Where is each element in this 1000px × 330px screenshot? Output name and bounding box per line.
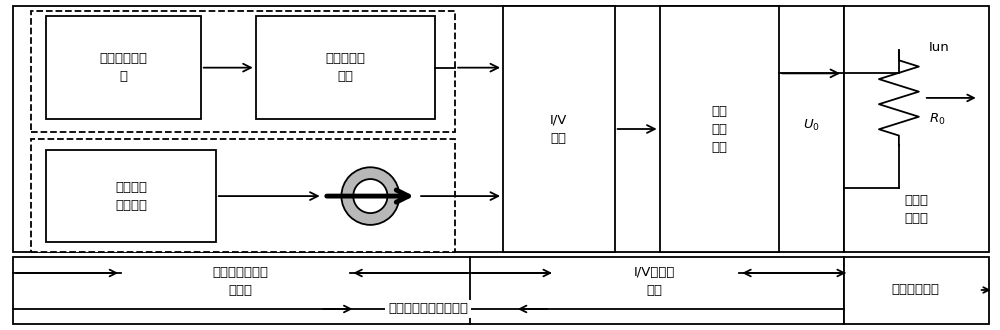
Ellipse shape xyxy=(341,167,399,225)
Text: 模拟
输出
板卡: 模拟 输出 板卡 xyxy=(711,105,727,153)
Bar xyxy=(46,16,201,119)
Text: 小电流
采集卡: 小电流 采集卡 xyxy=(904,194,928,225)
Text: 动态仿真
一次电流: 动态仿真 一次电流 xyxy=(115,181,147,212)
Text: I/V转换子
模块: I/V转换子 模块 xyxy=(634,266,675,297)
Text: 二次侧电流模拟
子模块: 二次侧电流模拟 子模块 xyxy=(213,266,269,297)
Text: $U_0$: $U_0$ xyxy=(803,118,820,133)
Text: Iun: Iun xyxy=(929,41,950,54)
Text: 电力系统实时仿真系统: 电力系统实时仿真系统 xyxy=(388,303,468,315)
Bar xyxy=(256,16,435,119)
Bar xyxy=(503,6,615,252)
Bar xyxy=(844,257,989,324)
Bar xyxy=(660,6,779,252)
Text: 二次侧电流
折算: 二次侧电流 折算 xyxy=(325,52,365,83)
Ellipse shape xyxy=(353,179,387,213)
Bar xyxy=(13,6,844,252)
Bar xyxy=(31,11,455,132)
Text: I/V
转换: I/V 转换 xyxy=(550,114,568,145)
Text: 控制保护装置: 控制保护装置 xyxy=(892,283,940,296)
Bar xyxy=(31,139,455,252)
Text: 模拟二次侧电
流: 模拟二次侧电 流 xyxy=(100,52,148,83)
Bar xyxy=(46,150,216,242)
Bar xyxy=(13,257,844,324)
Text: $R_0$: $R_0$ xyxy=(929,112,945,127)
Bar xyxy=(844,6,989,252)
